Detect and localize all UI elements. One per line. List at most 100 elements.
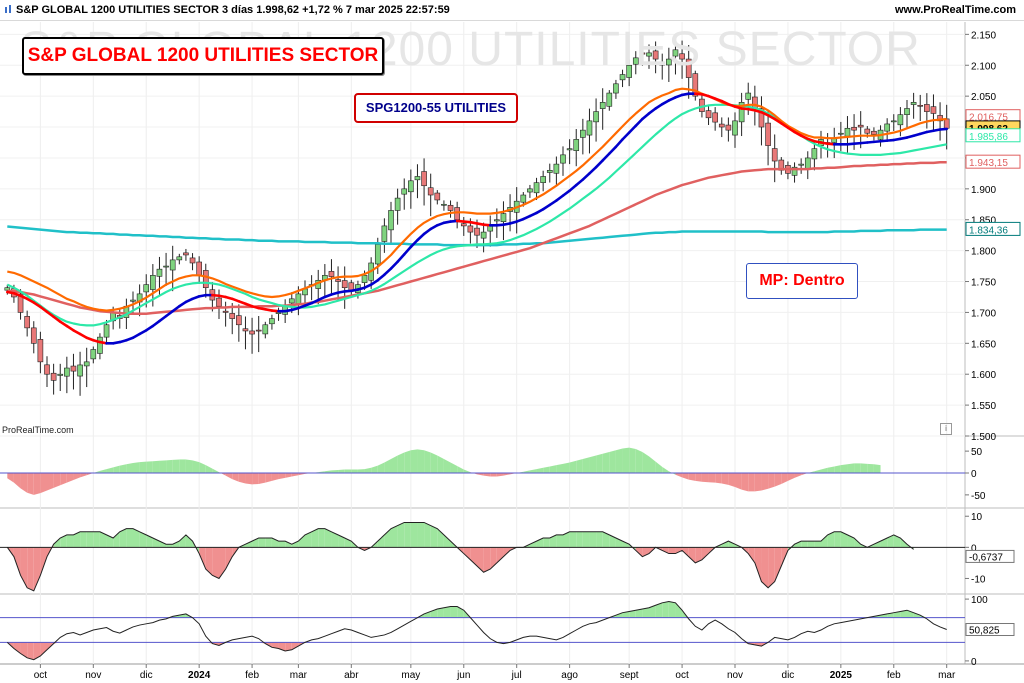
oscillator-2-area	[99, 531, 107, 548]
candle-down	[447, 204, 454, 211]
fast-ma-segment	[389, 260, 399, 270]
candle-down	[467, 225, 474, 233]
oscillator-1-area	[172, 459, 180, 473]
fast-ma-segment	[588, 165, 598, 175]
oscillator-2-area	[768, 547, 775, 588]
oscillator-3-tick-label: 100	[971, 595, 988, 606]
oscillator-1-area	[549, 465, 557, 473]
oscillator-2-area	[695, 547, 702, 563]
oscillator-1-area	[873, 464, 881, 473]
candle-down	[50, 372, 57, 381]
last-value-label: 2.016,75	[969, 113, 1008, 124]
oscillator-1-area	[126, 462, 133, 473]
info-icon[interactable]: i	[940, 423, 952, 435]
site-link[interactable]: www.ProRealTime.com	[894, 4, 1016, 16]
candle-up	[394, 197, 401, 211]
oscillator-1-area	[410, 449, 418, 473]
oscillator-1-area	[13, 473, 21, 489]
oscillator-1-area	[424, 450, 431, 473]
fast-ma-segment	[773, 117, 783, 125]
oscillator-2-area	[576, 531, 583, 548]
candle-up	[666, 58, 672, 66]
fast-ma-segment	[634, 117, 644, 128]
oscillator-3-oversold-area	[13, 642, 21, 654]
candle-up	[791, 166, 798, 176]
candle-down	[37, 339, 44, 363]
oscillator-1-area	[324, 470, 332, 473]
x-tick-label: oct	[34, 670, 48, 681]
candle-down	[639, 52, 646, 55]
oscillator-1-area	[655, 461, 663, 473]
candle-down	[725, 124, 732, 131]
oscillator-1-area	[47, 473, 54, 491]
oscillator-2-area	[834, 531, 841, 548]
candle-up	[414, 176, 421, 181]
oscillator-1-area	[351, 469, 358, 473]
candle-down	[771, 148, 778, 162]
last-value-label: 1.985,86	[969, 132, 1008, 143]
oscillator-2-area	[761, 547, 769, 588]
candle-up	[130, 299, 136, 302]
candle-down	[652, 50, 659, 60]
oscillator-3-oversold-area	[754, 642, 762, 647]
last-value-tag	[965, 549, 1015, 563]
candle-down	[460, 223, 467, 227]
candle-down	[474, 227, 480, 236]
candle-down	[930, 106, 937, 114]
fast-ma-segment	[383, 267, 393, 277]
x-tick-label: jun	[456, 670, 470, 681]
candle-down	[943, 118, 950, 129]
candle-down	[924, 104, 930, 112]
x-tick-label: jul	[511, 670, 522, 681]
fast-ma-segment	[158, 314, 168, 323]
oscillator-1-area	[404, 450, 411, 473]
oscillator-1-area	[695, 473, 702, 482]
x-tick-label: dic	[140, 670, 153, 681]
oscillator-2-area	[827, 531, 835, 548]
candle-down	[328, 271, 335, 277]
oscillator-3-line	[6, 601, 947, 661]
candle-down	[857, 124, 864, 128]
oscillator-1-area	[847, 463, 855, 473]
oscillator-1-area	[252, 473, 259, 485]
last-value-tag	[965, 128, 1021, 143]
oscillator-2-area	[424, 522, 431, 548]
fast-ma-segment	[144, 324, 155, 332]
oscillator-2-area	[443, 534, 451, 548]
oscillator-2-area	[33, 547, 41, 591]
oscillator-2-area	[126, 528, 133, 548]
oscillator-2-area	[615, 538, 623, 548]
oscillator-2-tick-label: 0	[971, 543, 977, 554]
oscillator-2-area	[417, 522, 425, 548]
oscillator-1-area	[596, 453, 603, 473]
oscillator-1-area	[119, 464, 127, 473]
candle-up	[732, 120, 738, 136]
y-tick-label: 1.500	[971, 432, 996, 443]
oscillator-1-area	[834, 465, 841, 473]
oscillator-1-area	[728, 473, 735, 487]
oscillator-2-area	[73, 531, 81, 548]
x-tick-label: mar	[290, 670, 308, 681]
oscillator-1-area	[152, 460, 160, 473]
oscillator-1-area	[66, 473, 74, 483]
candle-up	[480, 231, 487, 239]
oscillator-1-area	[185, 459, 193, 473]
oscillator-3-overbought-area	[457, 606, 464, 618]
candle-down	[421, 171, 427, 187]
candle-up	[156, 268, 163, 277]
oscillator-3-overbought-area	[635, 608, 643, 618]
oscillator-1-area	[377, 462, 385, 473]
oscillator-2-area	[152, 538, 160, 548]
oscillator-1-area	[483, 473, 491, 477]
fast-ma-segment	[65, 324, 75, 332]
oscillator-1-area	[338, 469, 345, 473]
oscillator-2-area	[589, 531, 597, 548]
oscillator-2-area	[93, 531, 100, 548]
fast-ma-segment	[58, 320, 69, 328]
last-value-label: 1.943,15	[969, 158, 1008, 169]
candle-up	[811, 148, 818, 160]
oscillator-2-area	[814, 541, 821, 548]
candle-up	[57, 373, 64, 376]
y-tick-label: 1.900	[971, 185, 996, 196]
